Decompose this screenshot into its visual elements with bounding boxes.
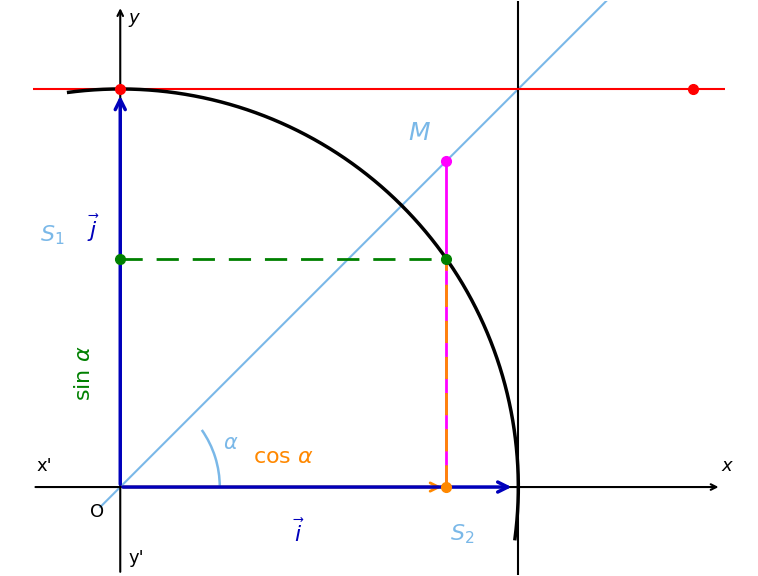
Text: $S_2$: $S_2$	[450, 523, 475, 547]
Text: $S_1$: $S_1$	[40, 223, 64, 247]
Text: $\cos\,\alpha$: $\cos\,\alpha$	[252, 447, 314, 467]
Text: y': y'	[128, 549, 144, 567]
Text: $\vec{i}$: $\vec{i}$	[293, 519, 305, 546]
Text: $\alpha$: $\alpha$	[223, 433, 239, 453]
Text: $\sin\,\alpha$: $\sin\,\alpha$	[74, 345, 95, 400]
Text: x: x	[722, 457, 732, 475]
Text: O: O	[90, 503, 105, 521]
Text: y: y	[128, 9, 139, 27]
Text: x': x'	[36, 457, 52, 475]
Text: $M$: $M$	[408, 121, 431, 145]
Text: $\vec{j}$: $\vec{j}$	[87, 213, 100, 244]
